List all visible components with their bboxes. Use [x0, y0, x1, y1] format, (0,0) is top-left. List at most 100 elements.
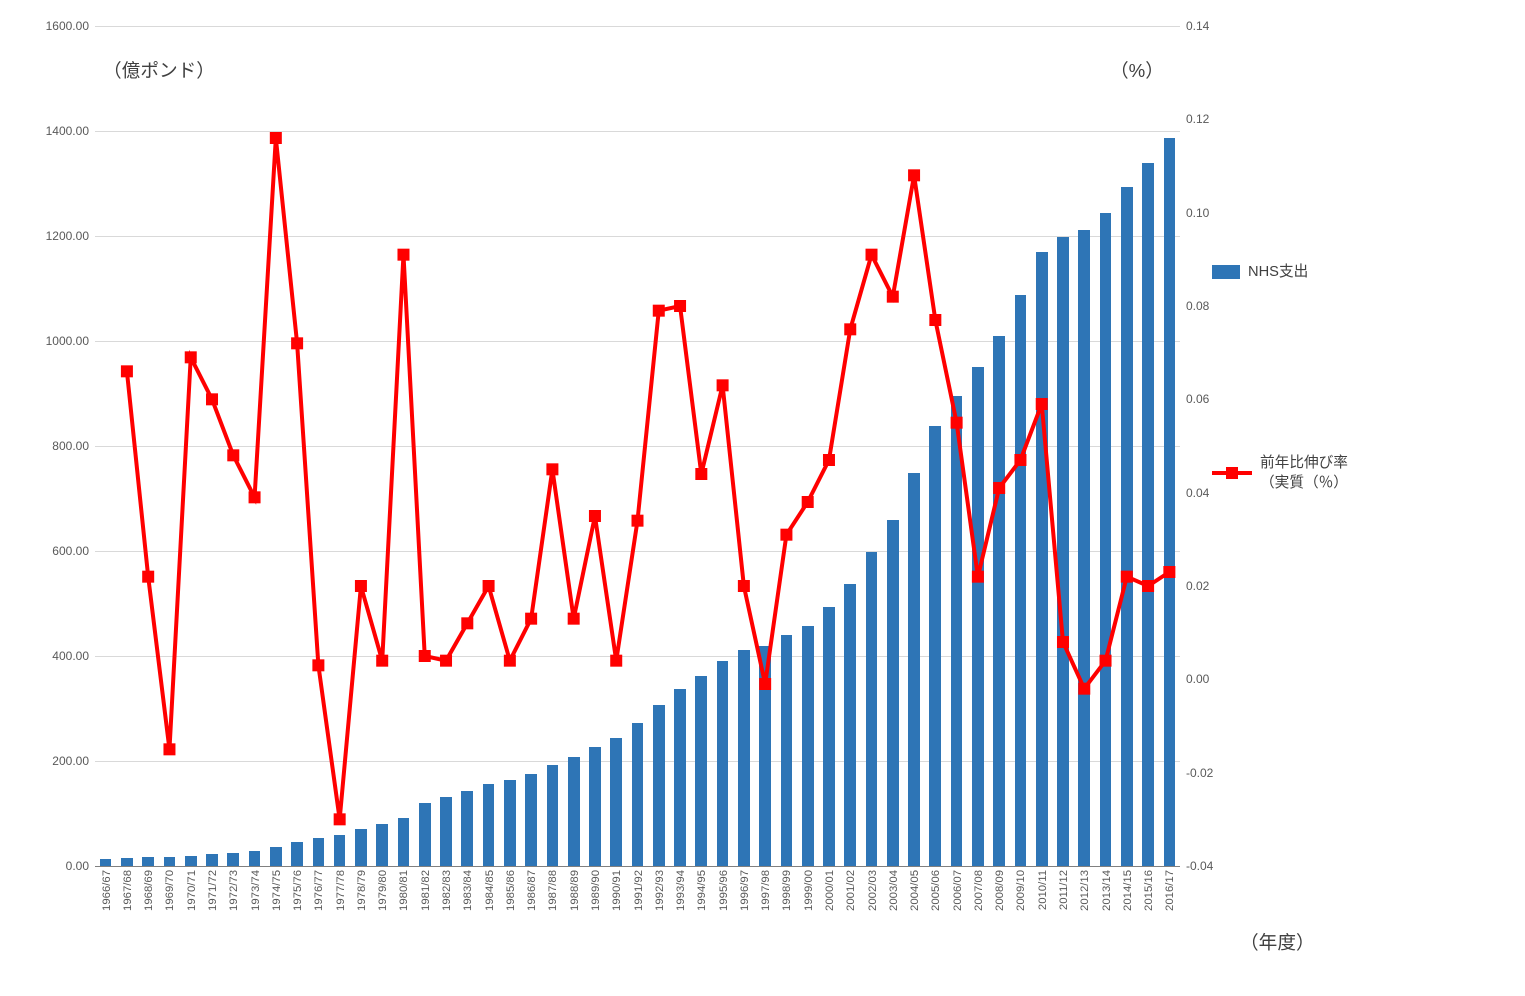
line-marker [780, 529, 792, 541]
x-category-label: 1981/82 [420, 866, 432, 911]
line-marker [504, 655, 516, 667]
x-category-label: 1994/95 [696, 866, 708, 911]
x-category-label: 1974/75 [271, 866, 283, 911]
y-left-unit-label: （億ポンド） [103, 56, 215, 83]
line-marker [929, 314, 941, 326]
line-series-svg [95, 26, 1180, 866]
legend: NHS支出前年比伸び率（実質（％） [1212, 262, 1370, 524]
y-right-tick-label: -0.04 [1180, 859, 1236, 873]
line-marker [1163, 566, 1175, 578]
line-marker [951, 417, 963, 429]
line-marker [1121, 571, 1133, 583]
line-marker [568, 613, 580, 625]
plot-area: 0.00200.00400.00600.00800.001000.001200.… [95, 26, 1180, 866]
legend-swatch-bar [1212, 265, 1240, 279]
line-marker [1057, 636, 1069, 648]
legend-label: 前年比伸び率（実質（％） [1260, 453, 1370, 494]
x-category-label: 1990/91 [611, 866, 623, 911]
y-left-tick-label: 1000.00 [19, 334, 95, 348]
x-category-label: 1983/84 [462, 866, 474, 911]
x-category-label: 2008/09 [994, 866, 1006, 911]
x-category-label: 1996/97 [739, 866, 751, 911]
x-category-label: 1993/94 [675, 866, 687, 911]
x-category-label: 1984/85 [484, 866, 496, 911]
line-marker [142, 571, 154, 583]
x-category-label: 2014/15 [1122, 866, 1134, 911]
line-marker [355, 580, 367, 592]
line-marker [461, 617, 473, 629]
x-category-label: 2011/12 [1058, 866, 1070, 910]
line-marker [908, 169, 920, 181]
x-category-label: 1998/99 [781, 866, 793, 911]
legend-item-bar: NHS支出 [1212, 262, 1370, 283]
x-category-label: 2003/04 [888, 866, 900, 911]
legend-item-line: 前年比伸び率（実質（％） [1212, 453, 1370, 494]
x-category-label: 1989/90 [590, 866, 602, 911]
line-marker [993, 482, 1005, 494]
y-right-tick-label: 0.12 [1180, 112, 1236, 126]
line-marker [334, 813, 346, 825]
line-marker [589, 510, 601, 522]
x-category-label: 2000/01 [824, 866, 836, 911]
y-left-tick-label: 1400.00 [19, 124, 95, 138]
y-right-tick-label: 0.10 [1180, 206, 1236, 220]
line-marker [483, 580, 495, 592]
line-marker [972, 571, 984, 583]
line-marker [440, 655, 452, 667]
line-marker [227, 449, 239, 461]
x-category-label: 2010/11 [1037, 866, 1049, 910]
line-marker [759, 678, 771, 690]
y-right-tick-label: 0.00 [1180, 672, 1236, 686]
x-category-label: 1982/83 [441, 866, 453, 911]
x-category-label: 1970/71 [186, 866, 198, 911]
y-left-tick-label: 1200.00 [19, 229, 95, 243]
line-marker [823, 454, 835, 466]
line-marker [653, 305, 665, 317]
x-category-label: 1999/00 [803, 866, 815, 911]
line-marker [802, 496, 814, 508]
x-category-label: 2007/08 [973, 866, 985, 911]
line-marker [1036, 398, 1048, 410]
line-marker [844, 323, 856, 335]
x-category-label: 1980/81 [398, 866, 410, 911]
line-marker [121, 365, 133, 377]
line-marker [738, 580, 750, 592]
line-marker [376, 655, 388, 667]
x-category-label: 1972/73 [228, 866, 240, 911]
y-right-unit-label: （%） [1110, 56, 1164, 83]
x-category-label: 1988/89 [569, 866, 581, 911]
line-path [127, 138, 1169, 819]
line-marker [546, 463, 558, 475]
line-marker [163, 743, 175, 755]
y-left-tick-label: 0.00 [19, 859, 95, 873]
line-marker [206, 393, 218, 405]
y-left-tick-label: 200.00 [19, 754, 95, 768]
line-marker [270, 132, 282, 144]
y-right-tick-label: 0.14 [1180, 19, 1236, 33]
y-left-tick-label: 800.00 [19, 439, 95, 453]
x-category-label: 1976/77 [313, 866, 325, 911]
y-right-tick-label: 0.02 [1180, 579, 1236, 593]
line-marker [1078, 683, 1090, 695]
x-category-label: 1971/72 [207, 866, 219, 911]
x-category-label: 2004/05 [909, 866, 921, 911]
x-category-label: 1968/69 [143, 866, 155, 911]
line-marker [1142, 580, 1154, 592]
line-marker [887, 291, 899, 303]
line-marker [717, 379, 729, 391]
x-category-label: 2016/17 [1164, 866, 1176, 911]
x-category-label: 1991/92 [633, 866, 645, 911]
x-category-label: 2001/02 [845, 866, 857, 911]
line-marker [185, 351, 197, 363]
x-category-label: 1966/67 [101, 866, 113, 911]
x-category-label: 2009/10 [1015, 866, 1027, 911]
x-category-label: 1973/74 [250, 866, 262, 911]
combo-chart: 0.00200.00400.00600.00800.001000.001200.… [0, 0, 1525, 996]
x-category-label: 1979/80 [377, 866, 389, 911]
line-marker [419, 650, 431, 662]
x-category-label: 1997/98 [760, 866, 772, 911]
x-category-label: 2005/06 [930, 866, 942, 911]
x-category-label: 1986/87 [526, 866, 538, 911]
x-category-label: 1995/96 [718, 866, 730, 911]
x-axis-title: （年度） [1240, 928, 1315, 955]
